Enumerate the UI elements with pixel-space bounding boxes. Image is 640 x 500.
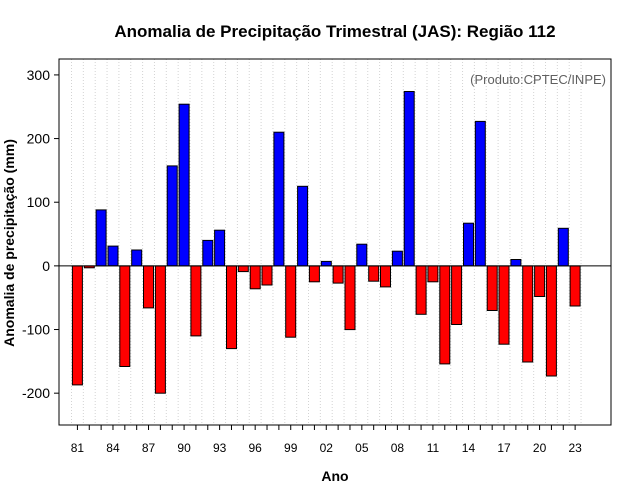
bar-2010	[415, 265, 427, 315]
bar-1994	[226, 265, 237, 350]
x-tick-label: 23	[568, 441, 582, 455]
bar-2005	[356, 243, 368, 267]
x-tick-label: 14	[462, 441, 476, 455]
bar-2016	[486, 265, 498, 311]
grid-layer	[71, 59, 582, 425]
y-tick-label: 100	[27, 194, 51, 210]
x-tick-label: 02	[320, 441, 334, 455]
bar-2008	[391, 250, 403, 267]
bar-2011	[427, 265, 439, 283]
x-tick-label: 87	[142, 441, 156, 455]
bar-2023	[569, 265, 581, 307]
bar-1981	[71, 265, 83, 386]
x-tick-label: 96	[248, 441, 262, 455]
x-tick-label: 08	[391, 441, 405, 455]
bar-2012	[439, 265, 451, 365]
bar-1989	[166, 165, 178, 267]
x-tick-label: 81	[71, 441, 85, 455]
bar-2017	[498, 265, 510, 345]
chart-title: Anomalia de Precipitação Trimestral (JAS…	[114, 22, 555, 41]
x-tick-label: 05	[355, 441, 369, 455]
x-tick-label: 99	[284, 441, 298, 455]
x-tick-label: 11	[427, 441, 440, 455]
y-axis-label: Anomalia de precipitação (mm)	[1, 139, 17, 347]
x-axis-label: Ano	[321, 468, 348, 484]
bar-2022	[557, 227, 569, 267]
bar-1998	[273, 131, 285, 267]
bar-2021	[545, 265, 557, 377]
x-tick-label: 90	[177, 441, 191, 455]
y-tick-label: 300	[27, 67, 51, 83]
bar-1991	[190, 265, 202, 337]
bar-1995	[237, 265, 249, 273]
plot-frame	[58, 58, 612, 426]
bar-1985	[119, 265, 131, 367]
bar-1997	[261, 265, 273, 286]
y-tick-label: 0	[42, 258, 50, 274]
x-axis: 81 84 87 90 93 96 99 02 05 08 11 14 17 20 23	[71, 425, 582, 455]
x-tick-label: 93	[213, 441, 227, 455]
bar-2002	[320, 260, 332, 267]
product-credit: (Produto:CPTEC/INPE)	[470, 72, 606, 87]
bar-2004	[344, 265, 356, 331]
bar-2006	[368, 265, 380, 282]
x-tick-label: 20	[533, 441, 547, 455]
bar-2015	[474, 120, 486, 267]
x-tick-label: 84	[106, 441, 120, 455]
bar-1993	[214, 229, 226, 267]
bar-2018	[510, 259, 522, 267]
y-tick-label: -200	[22, 385, 50, 401]
bar-1983	[95, 209, 107, 267]
bar-1984	[107, 245, 119, 267]
bar-1996	[249, 265, 261, 290]
bar-2020	[534, 265, 546, 297]
bar-2009	[403, 91, 415, 267]
bar-1990	[178, 103, 190, 267]
bar-2014	[463, 222, 474, 267]
bar-1999	[285, 265, 297, 338]
bar-2000	[297, 185, 309, 267]
y-tick-label: -100	[22, 322, 50, 338]
bar-1988	[154, 265, 166, 394]
bar-1992	[202, 239, 214, 267]
bar-2013	[451, 265, 463, 325]
bars-layer	[71, 91, 581, 394]
bar-2001	[308, 265, 320, 283]
bar-1987	[143, 265, 154, 309]
y-axis: -200 -100 0 100 200 300	[22, 67, 59, 401]
bar-2003	[332, 265, 344, 284]
bar-2007	[380, 265, 391, 288]
bar-1986	[131, 249, 143, 267]
x-tick-label: 17	[497, 441, 511, 455]
y-tick-label: 200	[27, 131, 51, 147]
bar-2019	[522, 265, 534, 363]
